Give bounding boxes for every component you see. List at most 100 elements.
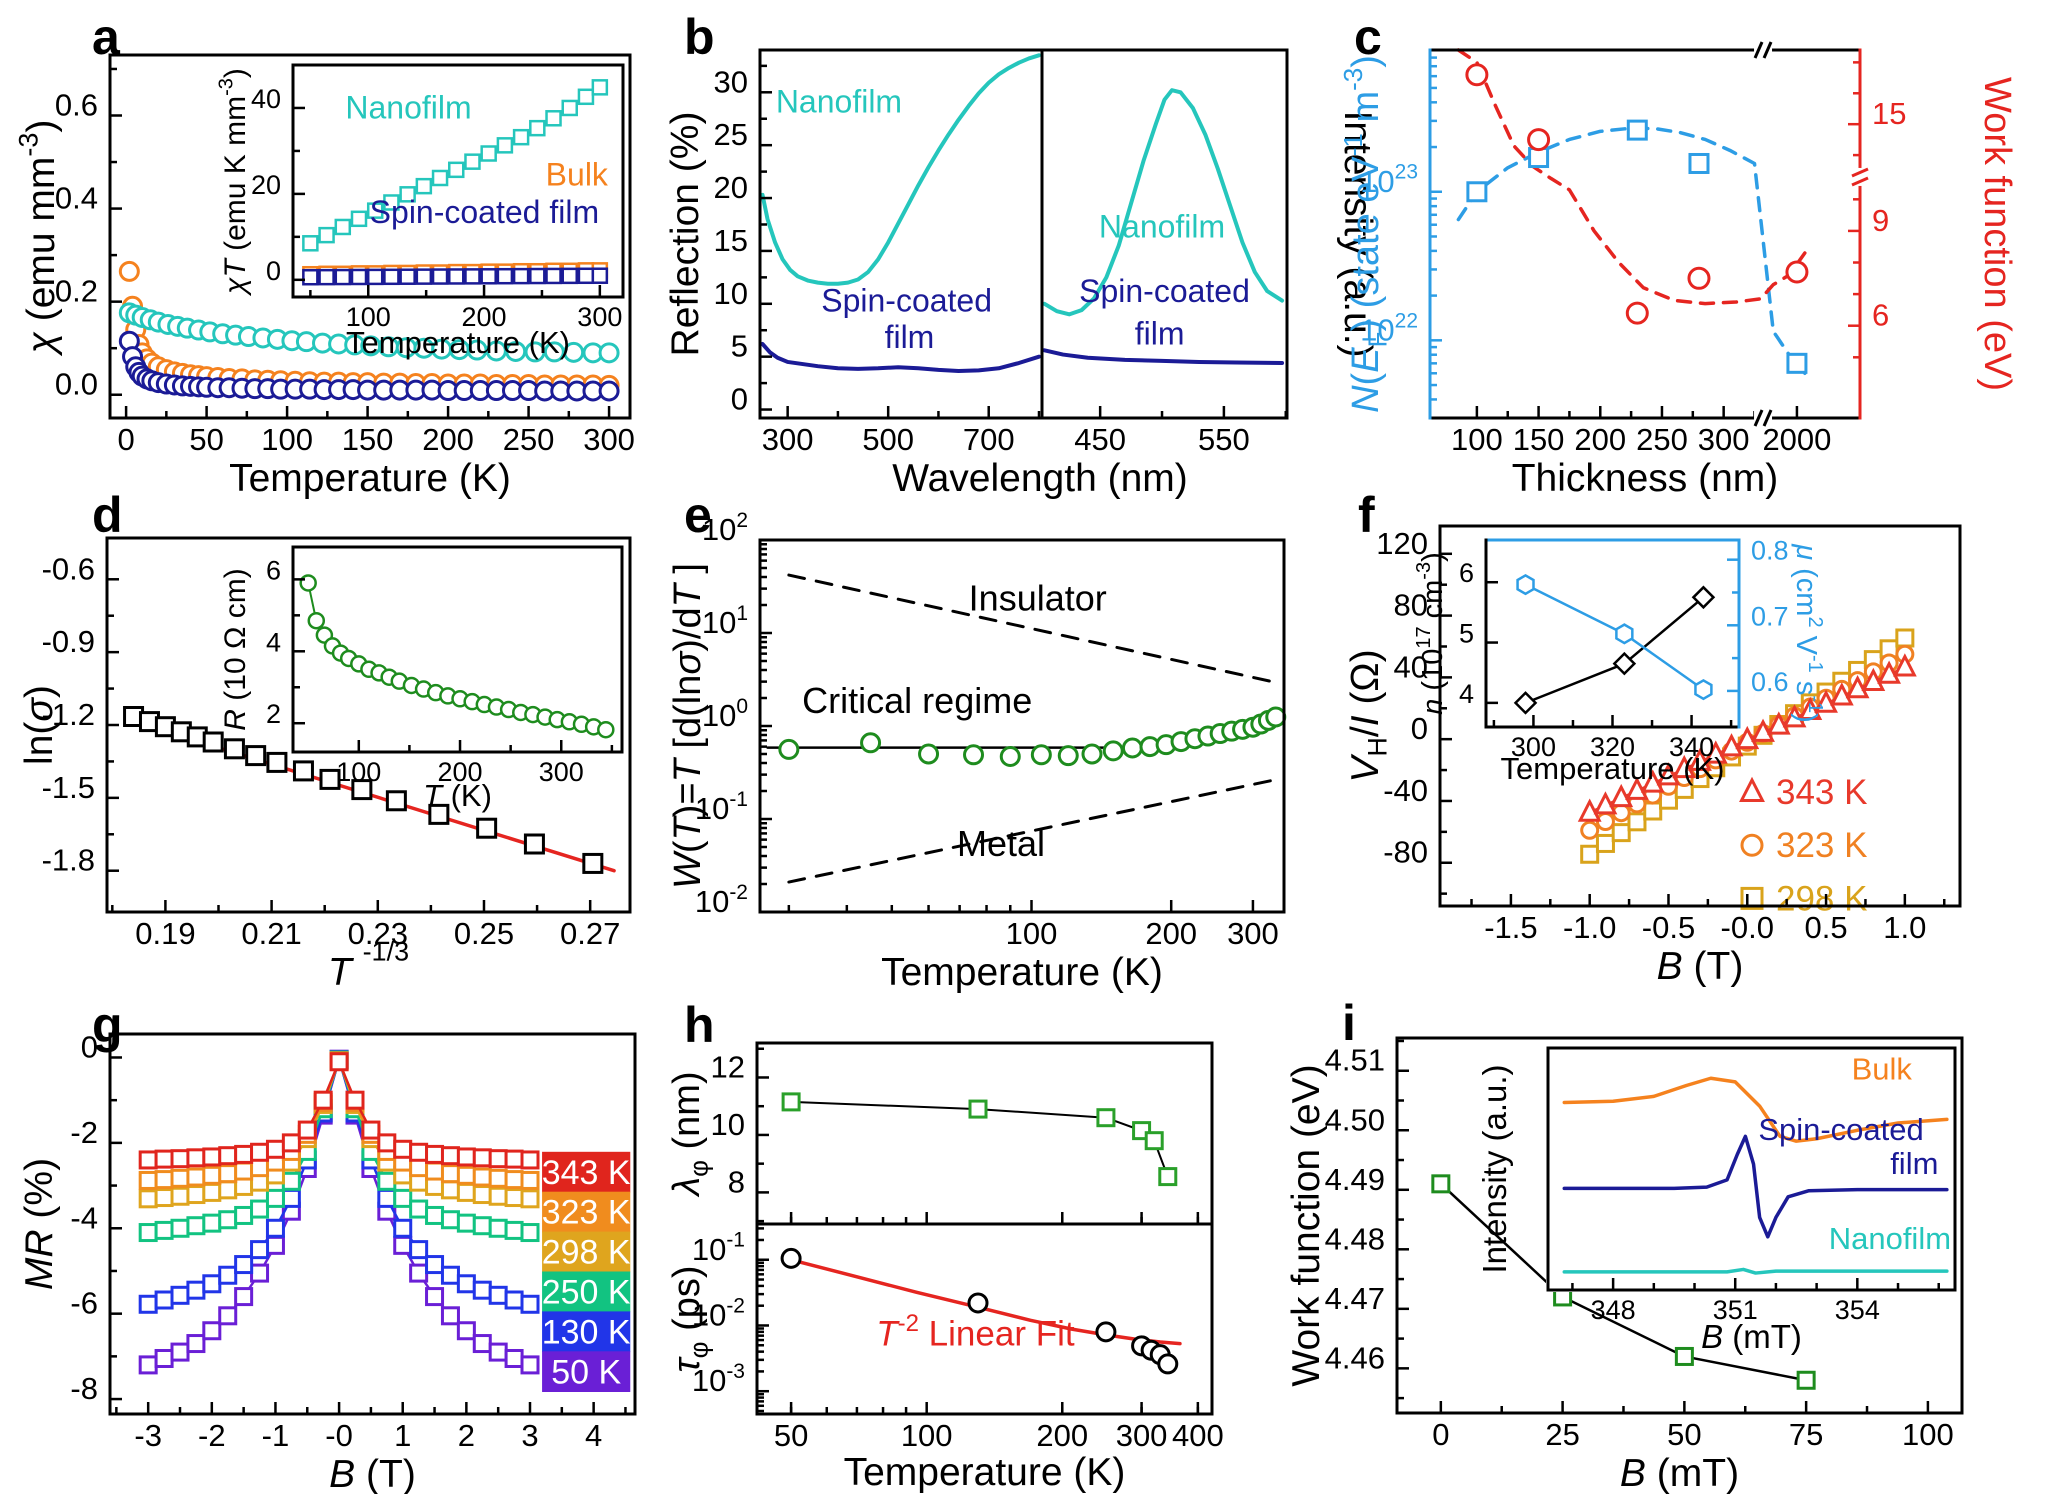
y-tick-label: 5 (731, 329, 748, 364)
y-tick-label: 8 (728, 1164, 745, 1199)
y-tick-label: -2 (70, 1115, 98, 1150)
y2-tick-label: 0.6 (1751, 667, 1789, 697)
x-tick-label: 50 (774, 1418, 808, 1453)
x-tick-label: 1 (394, 1418, 411, 1453)
annotation: Bulk (546, 157, 609, 193)
x-axis-label: B (T) (1657, 945, 1744, 988)
x-tick-label: 0.5 (1805, 910, 1848, 945)
x-tick-label: 700 (963, 422, 1015, 457)
x-tick-label: 0.27 (560, 916, 620, 951)
panel-d-chart: d 0.19 0.21 0.23 0.25 0.27 T -1/3 -0.6 -0.9 -1.2 -… (18, 487, 632, 994)
y-tick-label: 4.47 (1325, 1281, 1385, 1316)
x-tick-label: 200 (422, 422, 474, 457)
y-axis-label: ln(σ) (18, 685, 61, 765)
x-tick-label: 340 (1669, 732, 1714, 762)
x-tick-label: -1 (262, 1418, 290, 1453)
panel-letter-g: g (92, 997, 123, 1053)
y-tick-label: 10-1 (695, 788, 748, 826)
x-axis-label: T (K) (423, 778, 492, 813)
x-tick-label: -1.5 (1484, 910, 1537, 945)
series-workfn-guide (1456, 48, 1807, 306)
y-tick-label: 15 (714, 223, 748, 258)
series-coherence-length (781, 1092, 1178, 1187)
panel-letter-d: d (92, 487, 123, 543)
legend-swatch (542, 1231, 631, 1273)
x-axis-label: Temperature (K) (346, 325, 570, 360)
y-tick-label: 6 (1459, 558, 1474, 588)
series-workfn-vs-B (1431, 1174, 1816, 1390)
series-mr-50K (138, 1049, 540, 1375)
y-tick-label: 0 (81, 1029, 98, 1064)
x-tick-label: 100 (261, 422, 313, 457)
x-tick-label: 250 (503, 422, 555, 457)
x-tick-label: 320 (1590, 732, 1635, 762)
y-tick-label: 10-2 (692, 1294, 745, 1332)
y-tick-label: 10-2 (695, 881, 748, 919)
x-tick-label: 450 (1074, 422, 1126, 457)
panel-letter-h: h (684, 997, 715, 1053)
y-tick-label: 1023 (1360, 161, 1418, 199)
y-tick-label: 5 (1459, 619, 1474, 649)
annotation: film (1135, 315, 1185, 351)
y-tick-label: 10-3 (692, 1360, 745, 1398)
y-tick-label: 6 (266, 555, 281, 585)
annotation: Nanofilm (345, 89, 471, 125)
panel-d-plot: 0.19 0.21 0.23 0.25 0.27 T -1/3 -0.6 -0.9 -1.2 -1… (18, 536, 632, 994)
series-dephasing-time (780, 1247, 1179, 1375)
y-tick-label: -0.9 (42, 624, 95, 659)
y-tick-label: 120 (1376, 526, 1428, 561)
legend-label: 343 K (542, 1154, 631, 1192)
y-axis-label: λφ (nm) (666, 1071, 713, 1197)
x-axis-label: T -1/3 (328, 937, 409, 994)
y-tick-label: -0.6 (42, 551, 95, 586)
y2-tick-label: 15 (1872, 96, 1906, 131)
series-hall-343K (1577, 653, 1917, 822)
series-dos-points (1466, 119, 1808, 374)
panel-letter-b: b (684, 9, 715, 65)
y-axis-label: R (10 Ω cm) (219, 568, 252, 730)
x-tick-label: 100 (336, 757, 381, 787)
x-tick-label: 351 (1713, 1295, 1758, 1325)
annotation: Nanofilm (776, 84, 902, 120)
y-tick-label: 40 (1394, 649, 1428, 684)
x-tick-label: 150 (1513, 422, 1565, 457)
series-lnsigma (123, 706, 604, 874)
x-tick-label: 100 (1451, 422, 1503, 457)
annotation: Critical regime (802, 680, 1032, 721)
annotation: Spin-coated (1079, 273, 1250, 309)
legend-swatch (542, 1191, 631, 1233)
legend-label: 250 K (542, 1273, 631, 1311)
y-tick-label: -1.8 (42, 843, 95, 878)
y-tick-label: 12 (711, 1049, 745, 1084)
y2-tick-label: 9 (1872, 203, 1889, 238)
y-tick-label: 4.48 (1325, 1221, 1385, 1256)
x-tick-label: 0 (117, 422, 134, 457)
x-tick-label: -2 (198, 1418, 226, 1453)
series-pl-nanofilm (1042, 88, 1285, 317)
annotation: Insulator (969, 578, 1107, 619)
legend-label: 50 K (551, 1353, 621, 1391)
panel-i-plot: 0 25 50 75 100 B (mT) 4.46 4.47 4.48 4.49 4.50 4.51… (1285, 1036, 1964, 1494)
x-axis-label: Temperature (K) (881, 951, 1163, 994)
y-tick-label: 10 (714, 276, 748, 311)
x-tick-label: 2000 (1762, 422, 1831, 457)
series-carrier-density (1513, 585, 1716, 715)
legend-label: 323 K (1776, 826, 1867, 865)
x-axis-label: Wavelength (nm) (892, 457, 1188, 500)
y-axis-label: Reflection (%) (664, 112, 707, 357)
y2-axis-label: Intensity (a.u.) (1336, 110, 1379, 357)
panel-e-plot: Insulator Critical regime Metal 100 200 300 Te… (667, 509, 1287, 994)
x-tick-label: 0.19 (135, 916, 195, 951)
y2-tick-label: 0.8 (1751, 536, 1789, 566)
series-dos-guide (1456, 126, 1807, 376)
legend-label: 323 K (542, 1194, 631, 1232)
x-tick-label: 300 (1227, 916, 1279, 951)
x-tick-label: -0.0 (1721, 910, 1774, 945)
y-tick-label: 0.6 (55, 88, 98, 123)
